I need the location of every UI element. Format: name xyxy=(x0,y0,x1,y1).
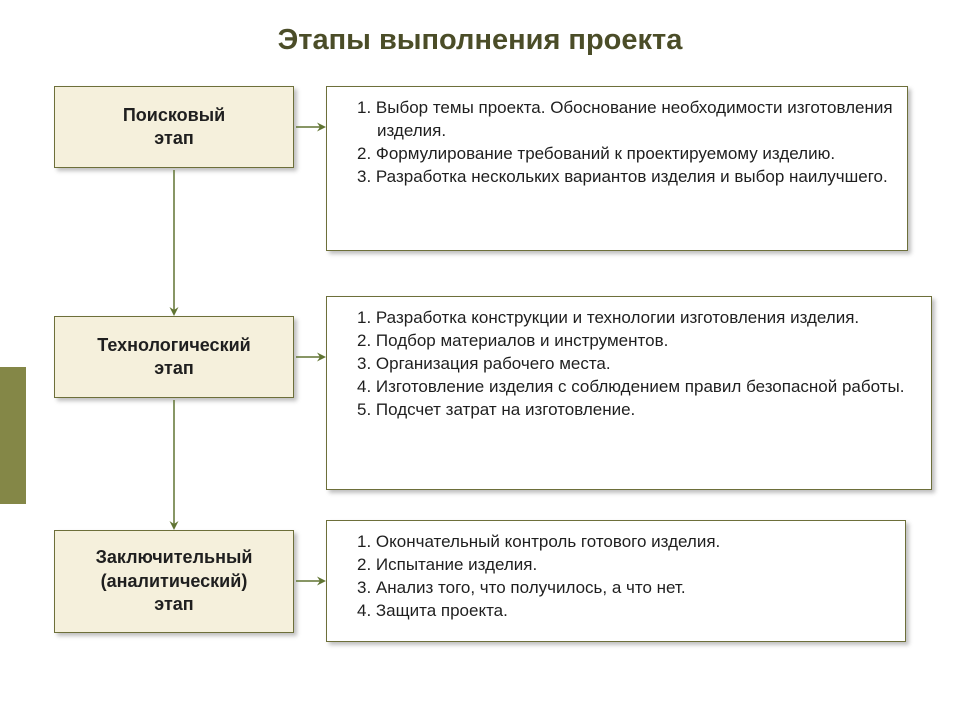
detail-list: 1. Разработка конструкции и технологии и… xyxy=(341,307,917,422)
detail-item: 3. Разработка нескольких вариантов издел… xyxy=(341,166,893,189)
stage-label: Поисковыйэтап xyxy=(123,104,225,151)
detail-item: 1. Выбор темы проекта. Обоснование необх… xyxy=(341,97,893,143)
detail-box-final: 1. Окончательный контроль готового издел… xyxy=(326,520,906,642)
detail-item: 1. Окончательный контроль готового издел… xyxy=(341,531,891,554)
detail-item: 3. Организация рабочего места. xyxy=(341,353,917,376)
detail-list: 1. Выбор темы проекта. Обоснование необх… xyxy=(341,97,893,189)
detail-item: 2. Испытание изделия. xyxy=(341,554,891,577)
stage-box-technology: Технологическийэтап xyxy=(54,316,294,398)
detail-item: 1. Разработка конструкции и технологии и… xyxy=(341,307,917,330)
detail-item: 2. Формулирование требований к проектиру… xyxy=(341,143,893,166)
detail-item: 5. Подсчет затрат на изготовление. xyxy=(341,399,917,422)
page-title: Этапы выполнения проекта xyxy=(0,24,960,57)
stage-label: Технологическийэтап xyxy=(97,334,250,381)
detail-item: 2. Подбор материалов и инструментов. xyxy=(341,330,917,353)
detail-item: 4. Защита проекта. xyxy=(341,600,891,623)
detail-list: 1. Окончательный контроль готового издел… xyxy=(341,531,891,623)
stage-box-search: Поисковыйэтап xyxy=(54,86,294,168)
detail-item: 3. Анализ того, что получилось, а что не… xyxy=(341,577,891,600)
detail-box-technology: 1. Разработка конструкции и технологии и… xyxy=(326,296,932,490)
detail-box-search: 1. Выбор темы проекта. Обоснование необх… xyxy=(326,86,908,251)
stage-box-final: Заключительный(аналитический)этап xyxy=(54,530,294,633)
sidebar-accent xyxy=(0,367,26,504)
stage-label: Заключительный(аналитический)этап xyxy=(96,546,253,616)
detail-item: 4. Изготовление изделия с соблюдением пр… xyxy=(341,376,917,399)
